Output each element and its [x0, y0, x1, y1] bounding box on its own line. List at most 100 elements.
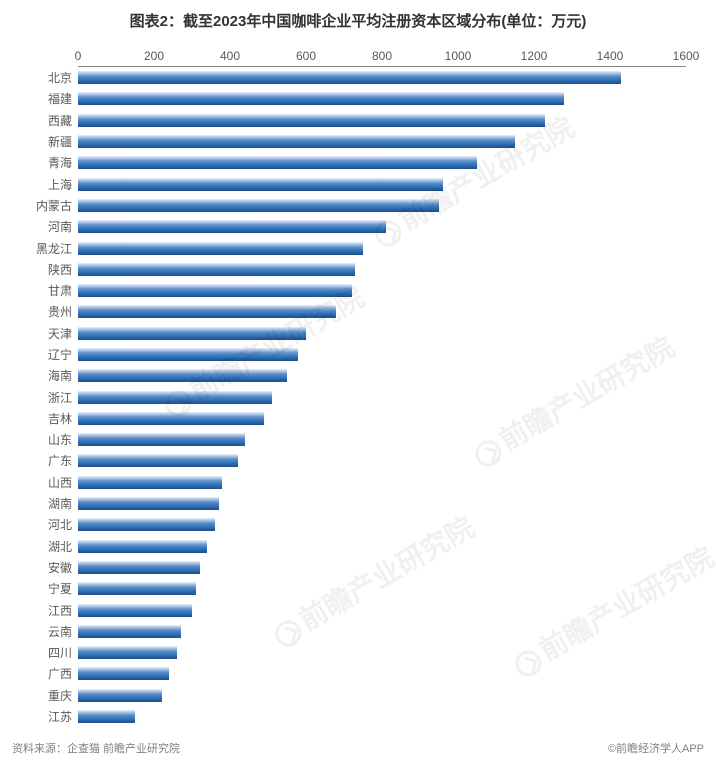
x-axis: 02004006008001000120014001600 [78, 49, 686, 67]
bar [78, 604, 192, 617]
bar-row: 广东 [78, 450, 686, 471]
bar [78, 391, 272, 404]
bar [78, 242, 363, 255]
chart-title: 图表2：截至2023年中国咖啡企业平均注册资本区域分布(单位：万元) [0, 0, 716, 49]
category-label: 上海 [48, 176, 78, 193]
bar-row: 江西 [78, 599, 686, 620]
bar [78, 284, 352, 297]
bar-row: 宁夏 [78, 578, 686, 599]
x-tick: 400 [220, 49, 240, 63]
bar [78, 667, 169, 680]
bar [78, 220, 386, 233]
bar [78, 454, 238, 467]
category-label: 重庆 [48, 687, 78, 704]
bar-row: 重庆 [78, 685, 686, 706]
bar-row: 贵州 [78, 301, 686, 322]
credit: ©前瞻经济学人APP [608, 740, 704, 756]
bar [78, 369, 287, 382]
x-tick: 1400 [597, 49, 624, 63]
category-label: 四川 [48, 644, 78, 661]
x-tick: 1200 [521, 49, 548, 63]
source-label: 资料来源： [12, 743, 67, 755]
bar-row: 西藏 [78, 110, 686, 131]
category-label: 辽宁 [48, 346, 78, 363]
bar-row: 山东 [78, 429, 686, 450]
bar [78, 71, 621, 84]
bar [78, 305, 336, 318]
category-label: 浙江 [48, 389, 78, 406]
bar-row: 河南 [78, 216, 686, 237]
bar-row: 辽宁 [78, 344, 686, 365]
bar-row: 海南 [78, 365, 686, 386]
x-tick: 200 [144, 49, 164, 63]
footer: 资料来源：企查猫 前瞻产业研究院 ©前瞻经济学人APP [12, 740, 704, 756]
bar-row: 广西 [78, 663, 686, 684]
bar-row: 北京 [78, 67, 686, 88]
bar [78, 114, 545, 127]
bar [78, 646, 177, 659]
bar [78, 497, 219, 510]
bar-row: 安徽 [78, 557, 686, 578]
bar-row: 青海 [78, 152, 686, 173]
bar-row: 黑龙江 [78, 237, 686, 258]
category-label: 江苏 [48, 708, 78, 725]
bar-row: 新疆 [78, 131, 686, 152]
chart-area: 02004006008001000120014001600 北京福建西藏新疆青海… [78, 49, 686, 729]
category-label: 山西 [48, 474, 78, 491]
bar-row: 上海 [78, 173, 686, 194]
category-label: 安徽 [48, 559, 78, 576]
category-label: 湖北 [48, 538, 78, 555]
category-label: 贵州 [48, 303, 78, 320]
category-label: 河北 [48, 516, 78, 533]
category-label: 海南 [48, 367, 78, 384]
bar-row: 内蒙古 [78, 195, 686, 216]
bar [78, 92, 564, 105]
category-label: 新疆 [48, 133, 78, 150]
category-label: 天津 [48, 325, 78, 342]
bar [78, 518, 215, 531]
bar [78, 689, 162, 702]
bar-row: 浙江 [78, 386, 686, 407]
bar [78, 348, 298, 361]
category-label: 湖南 [48, 495, 78, 512]
category-label: 内蒙古 [36, 197, 78, 214]
bar-row: 陕西 [78, 259, 686, 280]
bar-row: 甘肃 [78, 280, 686, 301]
bar [78, 710, 135, 723]
category-label: 福建 [48, 90, 78, 107]
bar [78, 135, 515, 148]
x-tick: 1600 [673, 49, 700, 63]
bar-row: 山西 [78, 472, 686, 493]
bar [78, 540, 207, 553]
bar-row: 福建 [78, 88, 686, 109]
bar-row: 吉林 [78, 408, 686, 429]
bar [78, 561, 200, 574]
category-label: 甘肃 [48, 282, 78, 299]
x-tick: 0 [75, 49, 82, 63]
bar-row: 河北 [78, 514, 686, 535]
category-label: 吉林 [48, 410, 78, 427]
category-label: 云南 [48, 623, 78, 640]
bar [78, 263, 355, 276]
category-label: 青海 [48, 154, 78, 171]
bar-row: 天津 [78, 323, 686, 344]
x-tick: 800 [372, 49, 392, 63]
bar-row: 江苏 [78, 706, 686, 727]
bar [78, 327, 306, 340]
category-label: 广西 [48, 665, 78, 682]
x-tick: 600 [296, 49, 316, 63]
bar [78, 625, 181, 638]
bar-row: 云南 [78, 621, 686, 642]
category-label: 宁夏 [48, 580, 78, 597]
bar-row: 湖南 [78, 493, 686, 514]
bar [78, 178, 443, 191]
bar [78, 156, 477, 169]
bar [78, 412, 264, 425]
bar [78, 433, 245, 446]
source-text: 企查猫 前瞻产业研究院 [67, 743, 180, 755]
category-label: 北京 [48, 69, 78, 86]
bar-row: 四川 [78, 642, 686, 663]
category-label: 西藏 [48, 112, 78, 129]
bars-container: 北京福建西藏新疆青海上海内蒙古河南黑龙江陕西甘肃贵州天津辽宁海南浙江吉林山东广东… [78, 67, 686, 727]
source: 资料来源：企查猫 前瞻产业研究院 [12, 740, 180, 756]
